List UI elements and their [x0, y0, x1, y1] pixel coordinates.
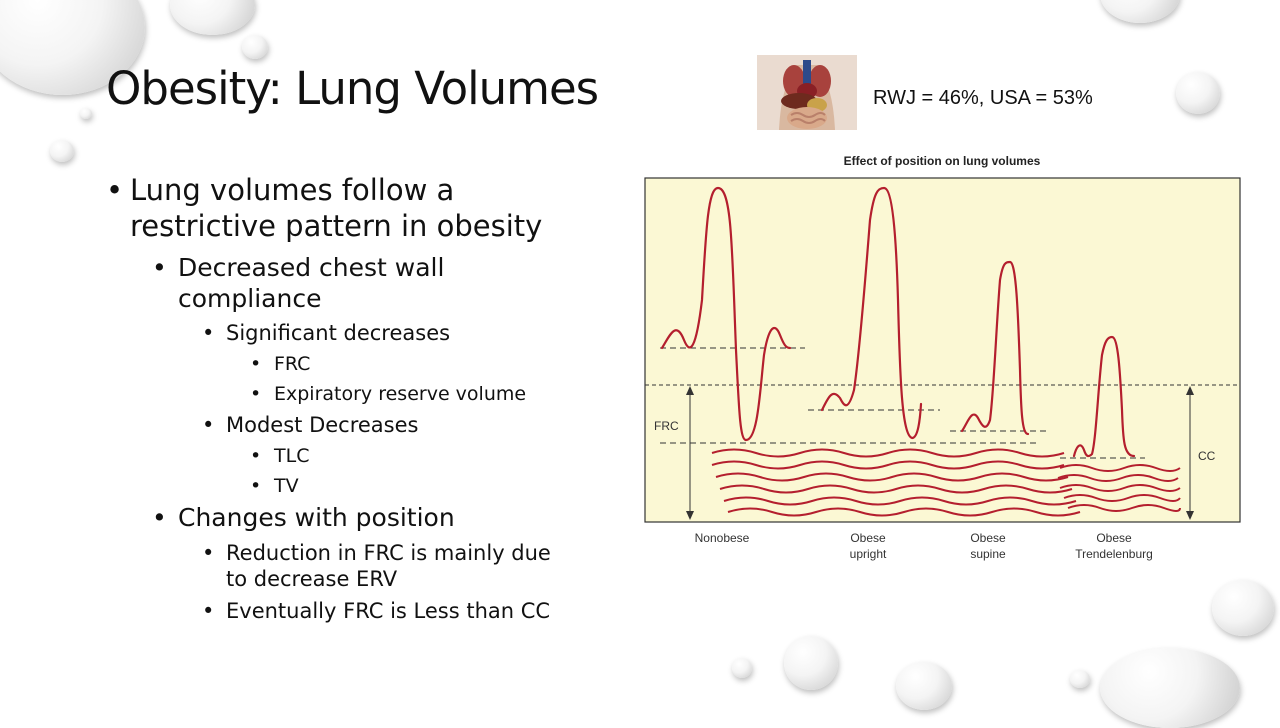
figure-title: Effect of position on lung volumes — [844, 154, 1041, 168]
anatomy-image — [757, 55, 857, 130]
water-drop — [1212, 580, 1274, 636]
panel-label-obese-trendelenburg: Trendelenburg — [1075, 547, 1153, 561]
spirometry-curve-obese-supine — [960, 260, 1030, 436]
lung-tissue-lines — [711, 448, 1181, 517]
water-drop — [50, 140, 74, 162]
water-drop — [1100, 648, 1240, 728]
water-drop — [784, 636, 838, 690]
spirometry-curve-nonobese — [660, 186, 792, 442]
panel-label-obese-upright: Obese — [850, 531, 886, 545]
water-drop — [896, 662, 952, 710]
water-drop — [732, 658, 752, 678]
water-drop — [170, 0, 255, 35]
slide-title: Obesity: Lung Volumes — [106, 62, 599, 115]
cc-label: CC — [1198, 449, 1216, 463]
panel-label-obese-supine: Obese — [970, 531, 1006, 545]
water-drop — [1176, 72, 1220, 114]
frc-label: FRC — [654, 419, 679, 433]
obesity-prevalence-stat: RWJ = 46%, USA = 53% — [873, 87, 1093, 109]
water-drop — [242, 35, 268, 59]
figure-panel — [644, 177, 1241, 523]
panel-label-obese-upright: upright — [850, 547, 887, 561]
spirometry-curve-obese-upright — [820, 186, 923, 440]
spirometry-curve-obese-trendelenburg — [1072, 335, 1136, 458]
water-drop — [1100, 0, 1180, 23]
lung-volume-diagram: Effect of position on lung volumes FRC C… — [644, 154, 1241, 561]
panel-label-obese-trendelenburg: Obese — [1096, 531, 1132, 545]
water-drop — [1070, 670, 1090, 688]
panel-label-obese-supine: supine — [970, 547, 1006, 561]
water-drop — [80, 108, 92, 119]
panel-label-nonobese: Nonobese — [695, 531, 750, 545]
